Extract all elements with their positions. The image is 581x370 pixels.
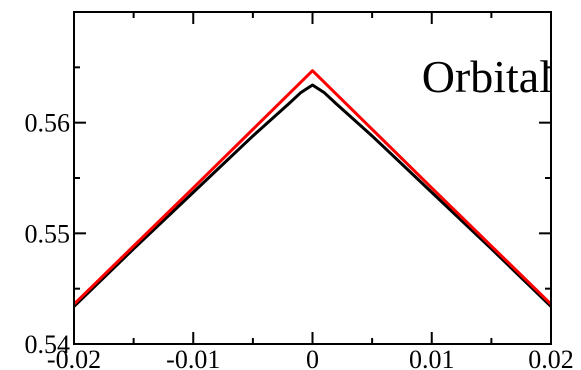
series-line-1 bbox=[74, 69, 551, 306]
x-tick-label: 0.02 bbox=[528, 345, 574, 370]
x-tick-label: -0.02 bbox=[47, 345, 101, 370]
x-tick-label: -0.01 bbox=[166, 345, 220, 370]
annotation-orbital: Orbital bbox=[422, 51, 552, 102]
x-tick-label: 0 bbox=[306, 345, 319, 370]
y-tick-label: 0.54 bbox=[25, 330, 71, 359]
y-tick-label: 0.55 bbox=[25, 219, 71, 248]
y-tick-label: 0.56 bbox=[25, 109, 71, 138]
ticks-layer bbox=[73, 12, 552, 345]
tick-labels-layer: -0.02 -0.01 0 0.01 0.02 0.54 0.55 0.56 bbox=[25, 109, 574, 370]
x-tick-label: 0.01 bbox=[409, 345, 455, 370]
series-layer bbox=[74, 69, 551, 308]
series-line-0 bbox=[74, 83, 551, 308]
